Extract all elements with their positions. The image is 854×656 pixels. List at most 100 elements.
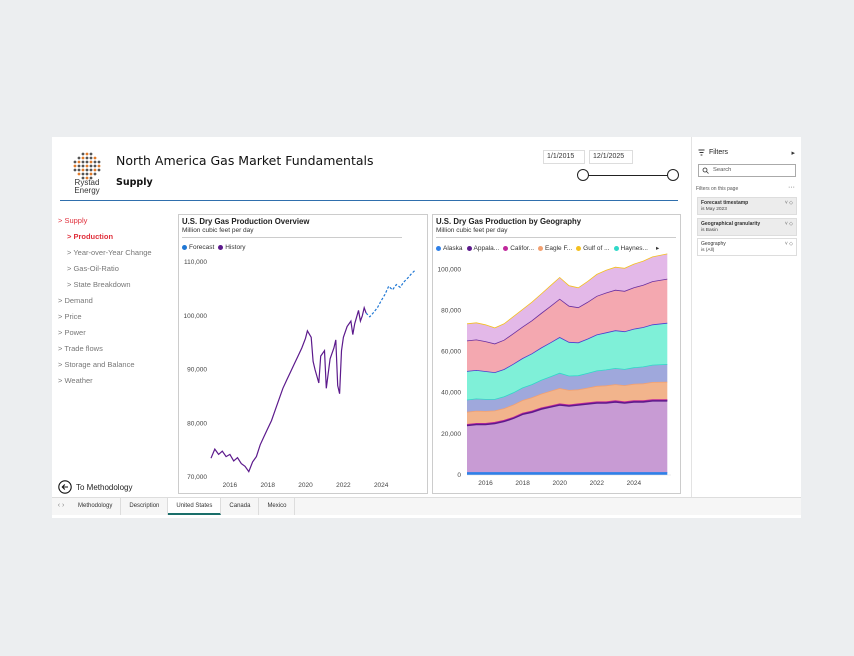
- legend-item-2[interactable]: Califor...: [503, 245, 534, 252]
- area-boundary-line: [466, 322, 668, 374]
- legend-label: Alaska: [443, 244, 463, 252]
- area-layer-3[interactable]: [467, 382, 668, 425]
- production-overview-panel: U.S. Dry Gas Production Overview Million…: [178, 214, 428, 494]
- area-boundary-line: [466, 400, 668, 427]
- legend-next-icon[interactable]: ▸: [655, 245, 660, 252]
- y-tick-label: 60,000: [441, 349, 461, 356]
- x-tick-label: 2016: [478, 480, 493, 487]
- x-tick-label: 2024: [627, 480, 642, 487]
- to-methodology-button[interactable]: To Methodology: [58, 480, 132, 494]
- filters-section-label: Filters on this page: [696, 186, 739, 192]
- filters-header: Filters: [698, 149, 728, 156]
- nav-item-price[interactable]: > Price: [58, 312, 82, 321]
- chart1-subtitle: Million cubic feet per day: [182, 227, 254, 234]
- y-tick-label: 20,000: [441, 431, 461, 438]
- y-tick-label: 100,000: [438, 266, 462, 273]
- nav-item-storage-and-balance[interactable]: > Storage and Balance: [58, 360, 135, 369]
- chart1-title: U.S. Dry Gas Production Overview: [182, 217, 310, 226]
- x-tick-label: 2018: [260, 482, 275, 489]
- date-end-input[interactable]: 12/1/2025: [589, 150, 633, 164]
- nav-item-year-over-year-change[interactable]: > Year-over-Year Change: [67, 248, 152, 257]
- filter-chevron-icon[interactable]: ˅ ◇: [784, 221, 793, 227]
- tab-united-states[interactable]: United States: [168, 498, 222, 515]
- legend-history-label: History: [225, 244, 246, 251]
- filter-card-geographical-granularity[interactable]: Geographical granularity is Basin ˅ ◇: [697, 218, 797, 236]
- legend-dot-icon: [503, 245, 509, 251]
- filter-chevron-icon[interactable]: ˅ ◇: [784, 200, 793, 206]
- date-slider-track[interactable]: [583, 175, 673, 176]
- production-geography-chart[interactable]: 0 20,000 40,000 60,000 80,000 100,000 2016 2018…: [433, 215, 682, 495]
- area-boundary-line: [466, 364, 668, 401]
- chart2-subtitle: Million cubic feet per day: [436, 227, 508, 234]
- search-placeholder: Search: [713, 167, 732, 173]
- logo-line1: Rystad: [74, 178, 100, 187]
- filter-chevron-icon[interactable]: ˅ ◇: [784, 241, 793, 247]
- filter-value: is Basin: [701, 228, 718, 233]
- chart2-divider: [436, 237, 676, 238]
- logo-text: Rystad Energy: [66, 179, 108, 195]
- legend-forecast-label: Forecast: [189, 244, 215, 251]
- tab-canada[interactable]: Canada: [221, 498, 260, 515]
- legend-item-forecast[interactable]: Forecast: [182, 244, 214, 251]
- y-tick-label: 80,000: [187, 420, 207, 427]
- nav-item-power[interactable]: > Power: [58, 328, 86, 337]
- y-tick-label: 70,000: [187, 474, 207, 481]
- legend-dot-icon: [538, 245, 544, 251]
- filter-name: Forecast timestamp: [701, 200, 749, 206]
- report-frame: Rystad Energy North America Gas Market F…: [52, 137, 801, 518]
- area-boundary-line: [466, 278, 668, 345]
- nav-item-demand[interactable]: > Demand: [58, 296, 93, 305]
- nav-item-production[interactable]: > Production: [67, 232, 114, 241]
- forecast-dot-icon: [182, 245, 187, 250]
- side-navigation: > Supply > Production > Year-over-Year Cha…: [58, 213, 152, 389]
- x-tick-label: 2022: [336, 482, 351, 489]
- date-slider-start-handle[interactable]: [577, 169, 589, 181]
- nav-item-weather[interactable]: > Weather: [58, 376, 93, 385]
- page-title: North America Gas Market Fundamentals: [116, 153, 374, 168]
- collapse-filters-icon[interactable]: ▸: [791, 150, 795, 157]
- area-layer-6[interactable]: [467, 279, 668, 373]
- filter-card-geography[interactable]: Geography is (All) ˅ ◇: [697, 238, 797, 256]
- chart1-legend: Forecast History: [182, 244, 246, 251]
- legend-dot-icon: [466, 245, 472, 251]
- x-tick-label: 2024: [374, 482, 389, 489]
- area-layer-4[interactable]: [467, 364, 668, 413]
- legend-dot-icon: [436, 245, 441, 251]
- tab-description[interactable]: Description: [121, 498, 169, 515]
- more-options-icon[interactable]: ···: [788, 184, 795, 191]
- area-boundary-line: [466, 399, 668, 425]
- filters-search-input[interactable]: Search: [698, 164, 796, 177]
- series-line-history[interactable]: [210, 305, 367, 473]
- tab-mexico[interactable]: Mexico: [259, 498, 296, 515]
- tab-methodology[interactable]: Methodology: [70, 498, 122, 515]
- legend-item-0[interactable]: Alaska: [436, 245, 463, 252]
- date-start-input[interactable]: 1/1/2015: [543, 150, 585, 164]
- nav-item-supply[interactable]: > Supply: [58, 216, 88, 225]
- nav-item-gas-oil-ratio[interactable]: > Gas-Oil-Ratio: [67, 264, 119, 273]
- legend-item-1[interactable]: Appala...: [466, 245, 499, 252]
- area-layer-0[interactable]: [467, 472, 668, 476]
- legend-item-3[interactable]: Eagle F...: [538, 245, 572, 252]
- history-dot-icon: [218, 245, 224, 250]
- area-layer-7[interactable]: [467, 253, 668, 344]
- legend-item-history[interactable]: History: [218, 244, 246, 251]
- to-methodology-label: To Methodology: [76, 482, 133, 492]
- area-layer-1[interactable]: [467, 400, 668, 473]
- production-overview-chart[interactable]: 70,000 80,000 90,000 100,000 110,000 2016 2018…: [179, 215, 429, 495]
- area-layer-5[interactable]: [467, 323, 668, 400]
- tab-scroll-icon[interactable]: ‹ ›: [57, 502, 65, 509]
- y-tick-label: 40,000: [441, 390, 461, 397]
- date-slider-end-handle[interactable]: [667, 169, 679, 181]
- filter-card-forecast-timestamp[interactable]: Forecast timestamp is May 2023 ˅ ◇: [697, 197, 797, 215]
- x-tick-label: 2020: [298, 482, 313, 489]
- legend-label: Califor...: [510, 244, 535, 252]
- nav-item-trade-flows[interactable]: > Trade flows: [58, 344, 103, 353]
- legend-label: Gulf of ...: [583, 244, 610, 252]
- nav-item-state-breakdown[interactable]: > State Breakdown: [67, 280, 131, 289]
- legend-dot-icon: [613, 245, 619, 251]
- filter-value: is May 2023: [701, 207, 727, 212]
- legend-item-5[interactable]: Haynes...: [613, 245, 648, 252]
- back-arrow-icon: [58, 480, 72, 494]
- series-line-forecast[interactable]: [365, 269, 416, 318]
- legend-item-4[interactable]: Gulf of ...: [576, 244, 610, 252]
